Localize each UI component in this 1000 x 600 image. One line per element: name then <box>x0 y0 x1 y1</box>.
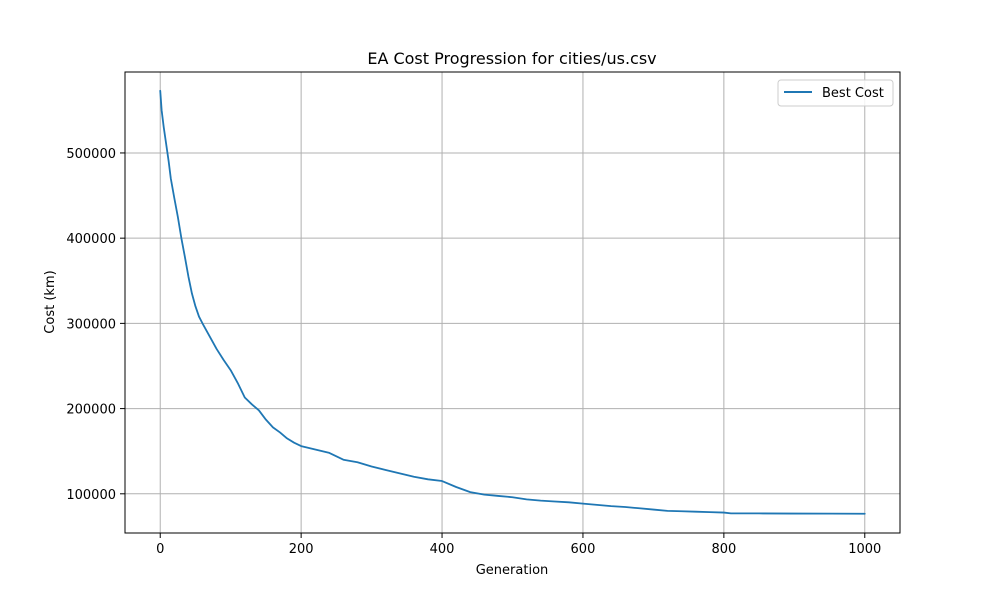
legend-label-best-cost: Best Cost <box>822 86 884 101</box>
x-tick-label: 800 <box>711 542 736 557</box>
series-line-best-cost <box>159 89 866 515</box>
y-tick-label: 400000 <box>66 232 116 247</box>
x-tick-label: 0 <box>156 542 164 557</box>
y-tick-label: 200000 <box>66 403 116 418</box>
x-tick-label: 200 <box>289 542 314 557</box>
y-axis-label: Cost (km) <box>43 270 58 333</box>
series-layer <box>159 89 866 515</box>
legend-box <box>777 79 894 107</box>
grid <box>125 72 900 533</box>
x-tick-label: 600 <box>571 542 596 557</box>
x-tick-label: 1000 <box>848 542 881 557</box>
y-tick-label: 100000 <box>66 488 116 503</box>
y-tick-label: 300000 <box>66 317 116 332</box>
y-tick-label: 500000 <box>66 147 116 162</box>
ticks: 0 200 400 600 800 1000 100000 200000 300000 40000… <box>66 147 881 557</box>
x-axis-label: Generation <box>476 563 549 578</box>
chart-title: EA Cost Progression for cities/us.csv <box>367 49 656 68</box>
x-tick-label: 400 <box>430 542 455 557</box>
plot-area-frame <box>124 71 901 534</box>
legend: Best Cost <box>777 79 894 107</box>
